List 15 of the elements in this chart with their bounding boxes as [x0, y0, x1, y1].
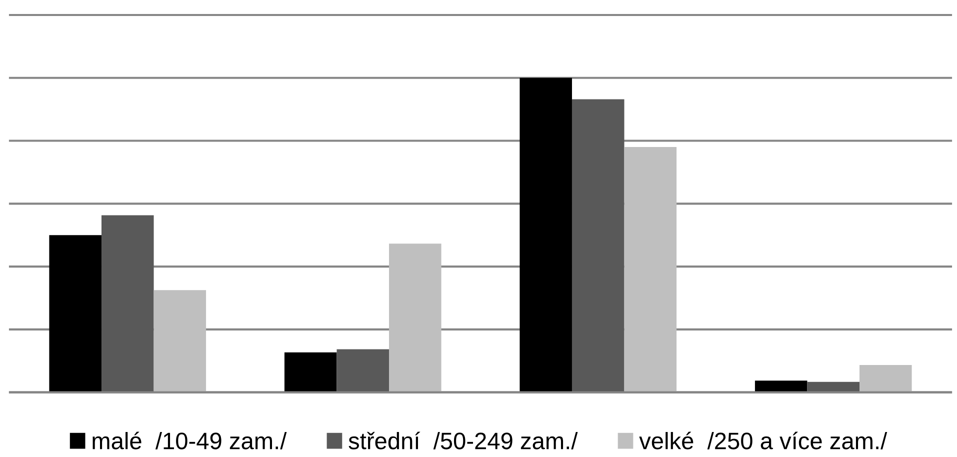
bar: [154, 290, 206, 392]
legend-label: střední /50-249 zam./: [348, 432, 578, 450]
bar: [336, 349, 390, 392]
bar: [49, 235, 102, 392]
legend-label: velké /250 a více zam./: [639, 432, 888, 450]
bar: [624, 147, 677, 392]
bar: [520, 78, 572, 392]
bar: [860, 364, 912, 392]
bar: [807, 382, 860, 392]
bar: [101, 215, 154, 392]
bar: [572, 99, 624, 392]
bar: [284, 352, 337, 392]
legend-label: malé /10-49 zam./: [92, 432, 287, 450]
bar: [389, 244, 442, 392]
bar: [754, 380, 808, 392]
